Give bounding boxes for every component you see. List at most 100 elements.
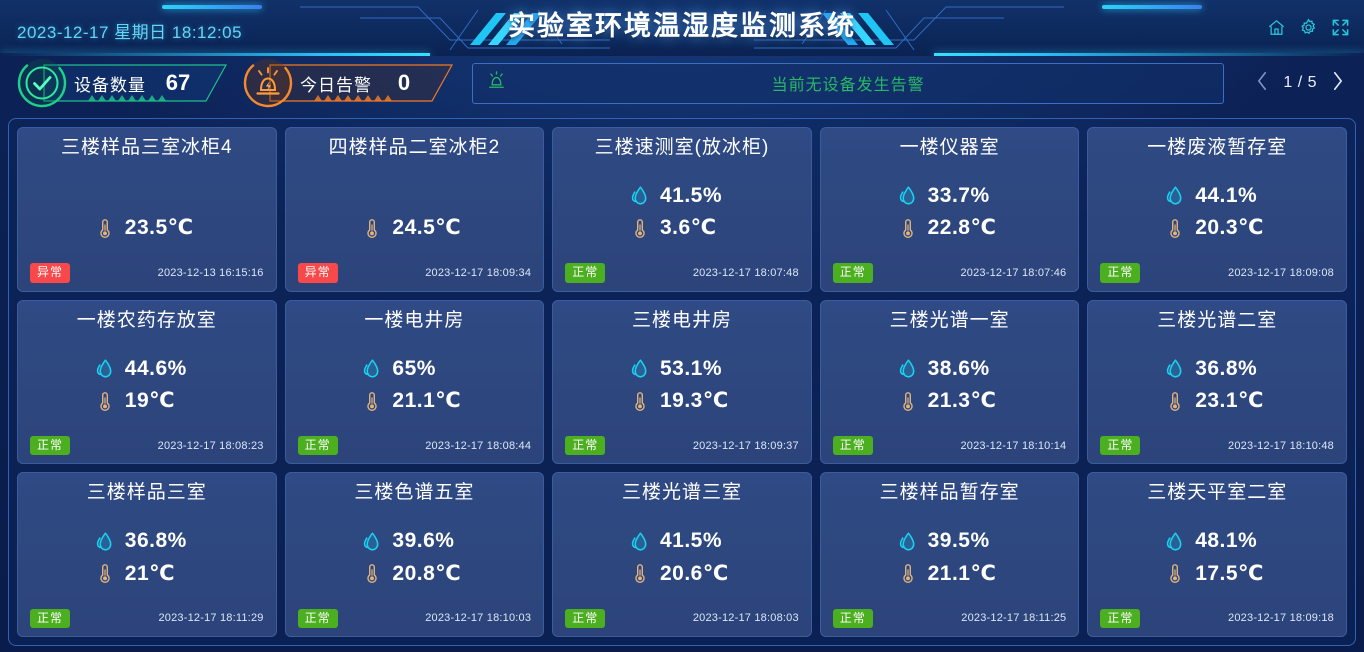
water-drop-icon <box>1165 358 1185 379</box>
humidity-value: 53.1% <box>659 356 723 380</box>
device-card[interactable]: 三楼光谱二室 36.8% 23.1℃ 正常 2023-12-17 18:10:48 <box>1087 299 1347 465</box>
gear-icon[interactable] <box>1299 18 1318 37</box>
device-card[interactable]: 一楼仪器室 33.7% 22.8℃ 正常 2023-12-17 18:07:46 <box>819 127 1080 292</box>
device-readings: 36.8% 23.1℃ <box>1098 333 1336 436</box>
device-readings: 44.1% 20.3℃ <box>1098 161 1336 264</box>
fullscreen-icon[interactable] <box>1331 18 1350 37</box>
humidity-reading: 36.8% <box>28 528 266 554</box>
device-card[interactable]: 三楼速测室(放冰柜) 41.5% 3.6℃ 正常 2023-12-17 18:07:48 <box>552 127 812 292</box>
status-badge: 正常 <box>1100 435 1141 456</box>
humidity-value: 48.1% <box>1195 529 1258 553</box>
device-card[interactable]: 三楼色谱五室 39.6% 20.8℃ 正常 2023-12-17 18:10:03 <box>284 472 545 637</box>
humidity-value: 36.8% <box>124 529 187 553</box>
device-card-title: 三楼样品暂存室 <box>879 482 1020 504</box>
status-badge: 异常 <box>30 263 71 283</box>
status-badge: 正常 <box>565 608 606 628</box>
thermometer-icon <box>898 217 918 239</box>
device-timestamp: 2023-12-17 18:09:34 <box>425 266 532 279</box>
device-timestamp: 2023-12-17 18:10:03 <box>425 612 532 625</box>
temperature-value: 21.3℃ <box>927 389 997 413</box>
temperature-value: 19℃ <box>124 389 176 413</box>
device-card-title: 三楼电井房 <box>631 309 732 331</box>
device-card[interactable]: 三楼光谱一室 38.6% 21.3℃ 正常 2023-12-17 18:10:14 <box>819 299 1080 465</box>
today-alarm-frame <box>268 63 454 103</box>
check-circle-icon <box>14 55 70 111</box>
device-readings: 53.1% 19.3℃ <box>563 333 801 436</box>
status-badge: 正常 <box>832 608 873 628</box>
device-count-frame <box>42 63 228 103</box>
device-timestamp: 2023-12-17 18:10:48 <box>1228 439 1334 452</box>
device-card-footer: 正常 2023-12-17 18:11:29 <box>28 608 266 628</box>
pagination-prev-button[interactable] <box>1256 70 1269 97</box>
device-card[interactable]: 三楼天平室二室 48.1% 17.5℃ 正常 2023-12-17 18:09:18 <box>1087 472 1347 637</box>
device-card-title: 三楼样品三室冰柜4 <box>61 137 233 158</box>
device-readings: 39.5% 21.1℃ <box>831 506 1069 609</box>
humidity-value: 36.8% <box>1195 356 1258 380</box>
thermometer-icon <box>630 217 650 239</box>
thermometer-icon <box>630 390 650 412</box>
device-card[interactable]: 三楼电井房 53.1% 19.3℃ 正常 2023-12-17 18:09:37 <box>552 299 812 465</box>
device-timestamp: 2023-12-17 18:07:48 <box>692 266 799 279</box>
humidity-reading: 44.1% <box>1098 183 1336 209</box>
device-card[interactable]: 三楼光谱三室 41.5% 20.6℃ 正常 2023-12-17 18:08:03 <box>552 472 812 637</box>
temperature-reading: 19℃ <box>28 388 266 414</box>
humidity-value: 41.5% <box>659 183 723 207</box>
header-icon-group <box>1267 18 1350 37</box>
device-card-footer: 异常 2023-12-13 16:15:16 <box>28 263 266 283</box>
humidity-value: 39.6% <box>392 529 455 553</box>
alarm-light-icon <box>240 55 296 111</box>
temperature-value: 24.5℃ <box>392 216 462 240</box>
device-card-title: 三楼样品三室 <box>86 482 207 504</box>
thermometer-icon <box>95 217 115 239</box>
humidity-reading: 38.6% <box>831 356 1069 382</box>
humidity-reading: 39.6% <box>296 528 534 554</box>
device-card[interactable]: 一楼农药存放室 44.6% 19℃ 正常 2023-12-17 18:08:23 <box>17 299 277 465</box>
thermometer-icon <box>362 217 382 239</box>
temperature-reading: 19.3℃ <box>563 388 801 414</box>
device-card-footer: 正常 2023-12-17 18:07:46 <box>831 263 1069 283</box>
home-icon[interactable] <box>1267 18 1286 37</box>
device-card-footer: 正常 2023-12-17 18:08:44 <box>296 435 534 456</box>
thermometer-icon <box>1165 390 1185 412</box>
thermometer-icon <box>898 390 918 412</box>
device-card[interactable]: 三楼样品三室冰柜4 23.5℃ 异常 2023-12-13 16:15:16 <box>17 127 277 292</box>
water-drop-icon <box>95 358 115 379</box>
device-card-title: 三楼光谱一室 <box>889 309 1010 331</box>
stat-today-alarm[interactable]: 今日告警 0 <box>240 58 454 108</box>
device-card[interactable]: 三楼样品暂存室 39.5% 21.1℃ 正常 2023-12-17 18:11:25 <box>819 472 1080 637</box>
humidity-value: 41.5% <box>659 529 723 553</box>
thermometer-icon <box>898 562 918 584</box>
device-card-footer: 正常 2023-12-17 18:08:23 <box>28 435 266 456</box>
humidity-value: 44.6% <box>124 356 187 380</box>
water-drop-icon <box>898 185 918 206</box>
device-card-footer: 正常 2023-12-17 18:10:48 <box>1098 435 1336 456</box>
temperature-value: 3.6℃ <box>659 216 717 240</box>
pagination-next-button[interactable] <box>1331 70 1344 97</box>
stat-device-count[interactable]: 设备数量 67 <box>14 58 228 108</box>
device-readings: 48.1% 17.5℃ <box>1098 506 1336 609</box>
humidity-reading: 53.1% <box>563 356 801 382</box>
device-card-title: 一楼仪器室 <box>899 137 1000 158</box>
device-card-title: 三楼色谱五室 <box>354 482 475 504</box>
alert-banner[interactable]: 当前无设备发生告警 <box>472 62 1225 104</box>
water-drop-icon <box>1165 531 1185 552</box>
status-badge: 正常 <box>1100 263 1141 283</box>
status-badge: 正常 <box>832 435 873 456</box>
water-drop-icon <box>630 358 650 379</box>
device-card[interactable]: 三楼样品三室 36.8% 21℃ 正常 2023-12-17 18:11:29 <box>17 472 277 637</box>
status-badge: 正常 <box>832 263 873 283</box>
device-card-footer: 正常 2023-12-17 18:10:14 <box>831 435 1069 456</box>
thermometer-icon <box>630 562 650 584</box>
device-readings: 41.5% 3.6℃ <box>563 161 801 264</box>
today-alarm-label: 今日告警 <box>300 75 372 95</box>
status-badge: 异常 <box>297 263 338 283</box>
device-readings: 24.5℃ <box>296 161 534 264</box>
device-card-footer: 正常 2023-12-17 18:09:37 <box>563 435 801 456</box>
device-card[interactable]: 一楼电井房 65% 21.1℃ 正常 2023-12-17 18:08:44 <box>284 299 545 465</box>
device-card-title: 三楼光谱三室 <box>621 482 742 504</box>
humidity-reading: 33.7% <box>831 183 1069 209</box>
device-card-footer: 正常 2023-12-17 18:10:03 <box>296 608 534 628</box>
device-card-title: 三楼天平室二室 <box>1147 482 1288 504</box>
device-card[interactable]: 四楼样品二室冰柜2 24.5℃ 异常 2023-12-17 18:09:34 <box>284 127 545 292</box>
device-card[interactable]: 一楼废液暂存室 44.1% 20.3℃ 正常 2023-12-17 18:09:08 <box>1087 127 1347 292</box>
